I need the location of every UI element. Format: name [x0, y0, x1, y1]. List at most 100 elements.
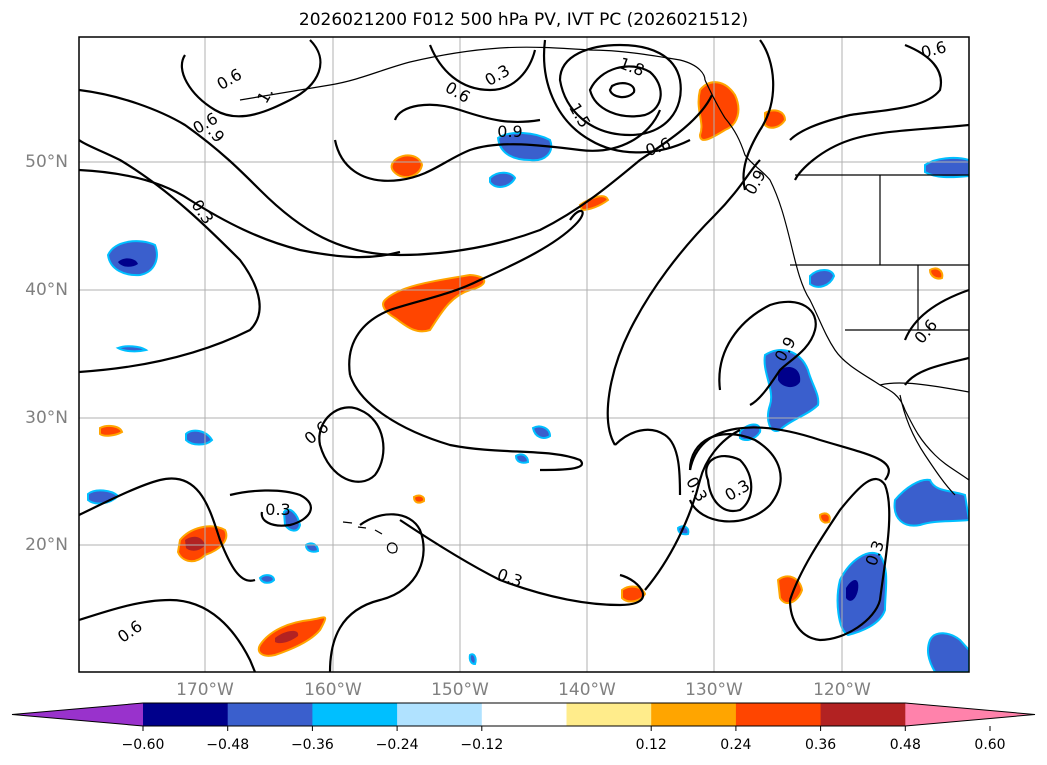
ivt-negative-blob — [809, 269, 836, 288]
pv-contour — [705, 455, 753, 513]
ivt-negative-blob — [496, 132, 553, 162]
lon-label: 130°W — [685, 680, 743, 700]
contour-label: 0.6 — [919, 37, 949, 62]
ivt-positive-blob — [275, 630, 299, 644]
contour-label: 0.6 — [114, 616, 146, 646]
ivt-positive-blob — [390, 154, 424, 178]
lon-label: 120°W — [813, 680, 871, 700]
ivt-negative-blob — [514, 453, 530, 464]
pv-contour — [79, 168, 401, 259]
colorbar-extension-min — [12, 703, 143, 726]
colorbar-tick-label: −0.60 — [121, 737, 165, 753]
map-title: 2026021200 F012 500 hPa PV, IVT PC (2026… — [298, 10, 749, 30]
colorbar-tick-label: −0.24 — [375, 737, 419, 753]
pv-contour — [789, 43, 943, 141]
lon-label: 140°W — [558, 680, 616, 700]
ivt-negative-blob — [258, 574, 276, 584]
colorbar-segment — [651, 703, 737, 726]
colorbar-segment — [312, 703, 398, 726]
contour-label: 0.6 — [301, 417, 333, 448]
colorbar — [11, 702, 1036, 731]
pv-contour — [614, 428, 682, 496]
colorbar-extension-max — [905, 703, 1035, 726]
gridlines — [79, 37, 969, 672]
ivt-negative-blob — [893, 478, 969, 527]
pv-contour — [318, 406, 385, 483]
pv-contour — [904, 356, 969, 386]
colorbar-tick-label: 0.36 — [805, 737, 837, 753]
baja-coastline — [899, 394, 956, 496]
ivt-negative-blob — [836, 552, 888, 637]
pv-contour — [608, 82, 636, 99]
ivt-negative-blob — [489, 171, 517, 188]
ivt-negative-blob — [763, 349, 820, 432]
map-border — [78, 36, 970, 673]
pv-contour — [180, 39, 322, 118]
contour-label: 0.6 — [442, 78, 474, 107]
contour-labels: 0.30.60.91.51.80.30.60.90.30.60.30.60.60… — [114, 37, 948, 646]
pv-contour — [79, 598, 257, 672]
lon-label: 150°W — [431, 680, 489, 700]
lat-label: 40°N — [25, 280, 68, 300]
lat-label: 30°N — [25, 408, 68, 428]
ivt-negative-blob — [118, 258, 138, 267]
pv-contour — [399, 519, 645, 607]
ivt-positive-blob — [382, 273, 486, 333]
pv-contour — [688, 433, 782, 523]
mexico-border — [879, 382, 969, 393]
pv-contour — [348, 374, 584, 472]
ivt-negative-blob — [468, 653, 477, 666]
contour-label: 1.8 — [617, 54, 647, 81]
pv-contour — [903, 288, 969, 341]
colorbar-segment — [566, 703, 652, 726]
alaska-coastline — [239, 46, 706, 101]
colorbar-segment — [397, 703, 483, 726]
hawaii-island — [386, 542, 398, 554]
na-coastline — [704, 79, 969, 481]
ivt-negative-blob — [185, 429, 214, 446]
ivt-positive-blob — [928, 267, 944, 280]
pv-contour — [742, 39, 775, 191]
hawaii-island — [374, 529, 383, 535]
colorbar-tick-label: 0.48 — [889, 737, 921, 753]
contour-label: 0.9 — [741, 166, 770, 198]
pv-contour — [688, 426, 890, 481]
ivt-positive-blob — [621, 585, 647, 603]
ivt-negative-blob — [926, 632, 969, 672]
ivt-negative-blob — [846, 580, 859, 601]
coastlines — [239, 46, 969, 554]
pv-contour — [558, 43, 682, 137]
ivt-negative-blob — [778, 367, 801, 388]
lat-label: 50°N — [25, 152, 68, 172]
ivt-positive-blob — [412, 494, 426, 504]
pv-contour — [543, 39, 691, 154]
contour-label: 0.6 — [643, 134, 673, 161]
pv-contour — [79, 139, 261, 374]
pv-contour — [393, 103, 541, 124]
pv-contour — [794, 123, 969, 181]
colorbar-tick-label: −0.36 — [290, 737, 334, 753]
ivt-positive-blob — [185, 536, 205, 551]
colorbar-segment — [481, 703, 567, 726]
contour-label: 0.6 — [213, 65, 245, 94]
pv-contour — [79, 88, 713, 257]
pv-contour — [79, 477, 256, 582]
colorbar-segment — [820, 703, 906, 726]
ivt-negative-blob — [531, 425, 552, 439]
colorbar-tick-label: 0.24 — [720, 737, 752, 753]
ivt-positive-blob — [818, 512, 831, 524]
ivt-positive-blob — [99, 424, 124, 437]
lon-label: 160°W — [304, 680, 362, 700]
lon-label: 170°W — [176, 680, 234, 700]
colorbar-tick-label: 0.60 — [974, 737, 1006, 753]
pv-contour — [328, 513, 425, 672]
ivt-positive-blob — [697, 81, 740, 141]
ivt-shading — [87, 81, 969, 672]
colorbar-segment — [735, 703, 822, 726]
ivt-negative-blob — [106, 240, 158, 277]
contour-label: 1. — [253, 84, 277, 107]
pv-contour — [606, 159, 761, 446]
contour-label: 0.6 — [910, 316, 941, 348]
pv-contour — [718, 300, 817, 406]
